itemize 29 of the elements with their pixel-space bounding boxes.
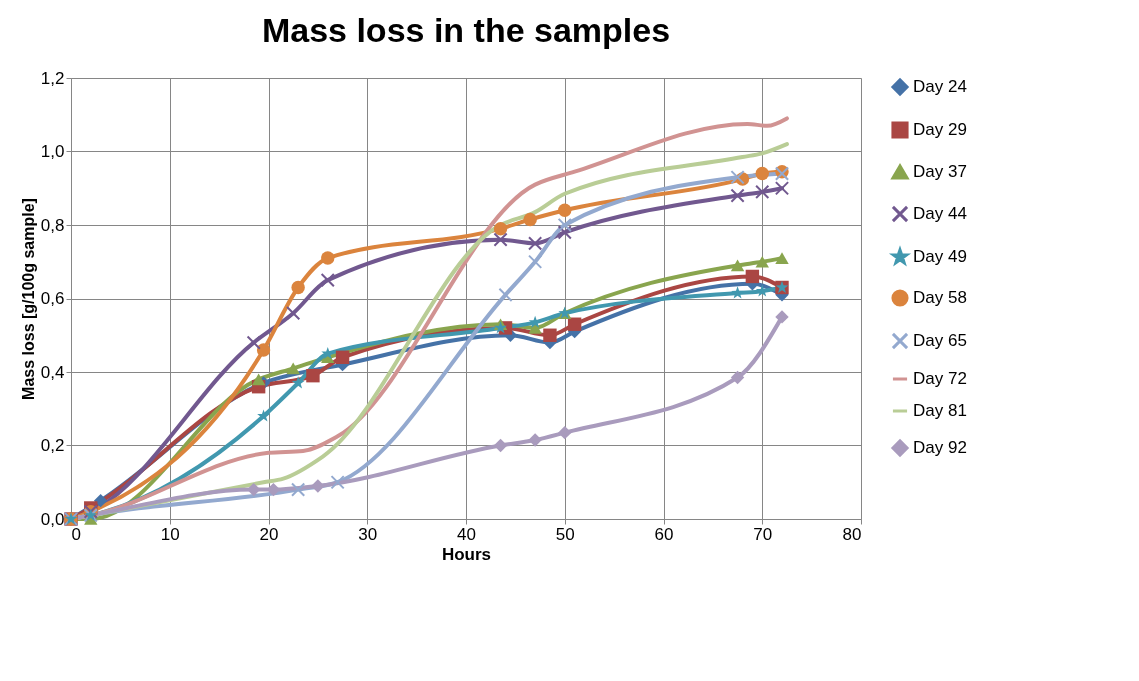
y-axis-title: Mass loss [g/100g sample]	[19, 198, 37, 400]
legend-label: Day 49	[913, 247, 967, 266]
legend-label: Day 92	[913, 438, 967, 457]
legend-label: Day 29	[913, 120, 967, 139]
legend-label: Day 65	[913, 331, 967, 350]
y-tick-label: 0,6	[40, 289, 65, 308]
x-tick-label: 80	[842, 524, 862, 544]
legend-label: Day 58	[913, 288, 967, 307]
y-tick-label: 1,2	[40, 68, 65, 88]
x-tick-label: 70	[753, 524, 773, 544]
legend-label: Day 72	[913, 369, 967, 388]
x-tick-label: 50	[555, 524, 575, 544]
y-tick-label: 1,0	[40, 142, 65, 161]
legend-label: Day 24	[913, 77, 967, 96]
x-tick-label: 30	[358, 524, 378, 544]
x-tick-label: 20	[259, 524, 279, 544]
y-tick-label: 0,4	[40, 362, 65, 382]
x-tick-label: 10	[160, 524, 180, 544]
y-tick-label: 0,0	[40, 509, 65, 529]
x-tick-label: 0	[71, 524, 81, 544]
legend-label: Day 37	[913, 162, 967, 181]
y-tick-label: 0,8	[40, 215, 65, 235]
chart-title: Mass loss in the samples	[261, 11, 671, 49]
x-tick-label: 60	[654, 524, 674, 544]
legend-label: Day 81	[913, 401, 967, 420]
legend-label: Day 44	[913, 204, 967, 223]
x-tick-label: 40	[457, 524, 476, 544]
y-tick-label: 0,2	[40, 436, 65, 455]
x-axis-title: Hours	[441, 544, 492, 564]
